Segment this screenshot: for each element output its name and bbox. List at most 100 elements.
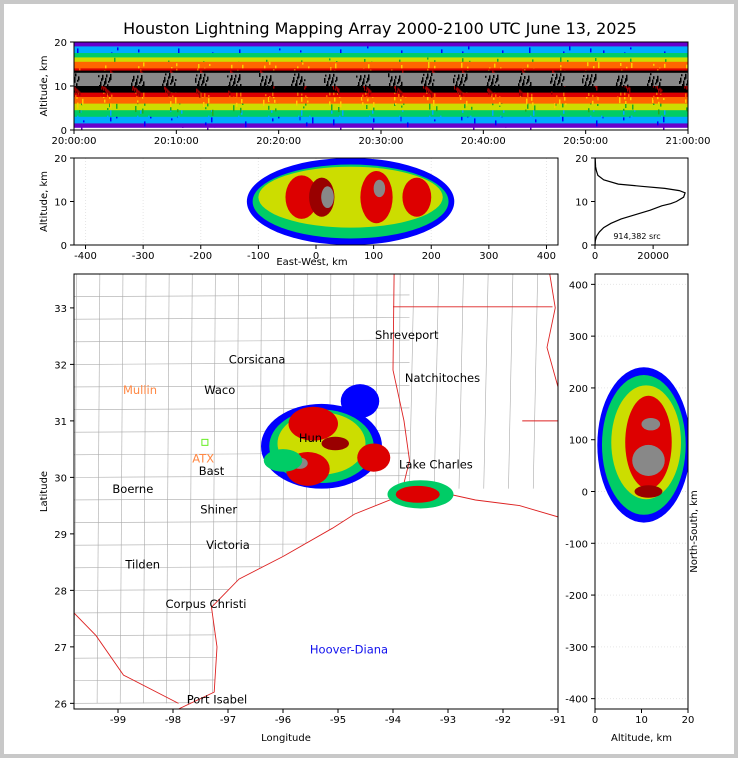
density-speckle bbox=[390, 79, 392, 83]
density-speckle bbox=[198, 80, 200, 87]
density-speckle bbox=[529, 85, 531, 89]
density-speckle bbox=[426, 86, 428, 93]
density-speckle bbox=[212, 109, 214, 116]
density-speckle bbox=[429, 115, 431, 120]
city-label: Natchitoches bbox=[405, 371, 480, 385]
density-blob bbox=[288, 406, 338, 441]
density-speckle bbox=[652, 98, 654, 103]
density-speckle bbox=[523, 79, 525, 86]
density-speckle bbox=[340, 101, 342, 108]
density-speckle bbox=[297, 91, 299, 96]
density-speckle bbox=[631, 63, 633, 68]
density-speckle bbox=[632, 104, 634, 110]
density-speckle bbox=[490, 90, 492, 96]
density-speckle bbox=[137, 115, 139, 119]
density-speckle bbox=[139, 91, 141, 97]
density-speckle bbox=[275, 65, 277, 71]
density-speckle bbox=[110, 117, 112, 122]
x-tick-label: 100 bbox=[364, 251, 383, 262]
density-speckle bbox=[454, 84, 456, 90]
y-tick-label: 20 bbox=[54, 38, 67, 49]
density-speckle bbox=[461, 77, 463, 84]
density-speckle bbox=[565, 103, 567, 106]
density-speckle bbox=[491, 92, 493, 98]
density-speckle bbox=[268, 96, 270, 102]
density-speckle bbox=[399, 115, 401, 122]
density-speckle bbox=[489, 89, 491, 93]
density-speckle bbox=[263, 99, 265, 106]
density-speckle bbox=[104, 81, 106, 86]
density-speckle bbox=[101, 83, 103, 90]
density-speckle bbox=[166, 83, 168, 88]
y-axis-label: Altitude, km bbox=[39, 171, 50, 232]
density-speckle bbox=[552, 74, 554, 76]
density-speckle bbox=[494, 84, 496, 90]
density-speckle bbox=[333, 91, 335, 96]
density-speckle bbox=[658, 85, 660, 89]
density-speckle bbox=[560, 65, 562, 68]
density-speckle bbox=[657, 85, 659, 90]
density-speckle bbox=[333, 83, 335, 90]
county-line bbox=[74, 294, 410, 297]
density-speckle bbox=[488, 78, 490, 82]
density-speckle bbox=[131, 82, 133, 89]
density-speckle bbox=[373, 102, 375, 108]
density-speckle bbox=[171, 79, 173, 84]
density-speckle bbox=[272, 90, 274, 97]
density-speckle bbox=[592, 100, 594, 105]
density-speckle bbox=[459, 89, 461, 95]
x-axis-label: East-West, km bbox=[276, 257, 347, 268]
density-speckle bbox=[398, 78, 400, 83]
density-speckle bbox=[625, 78, 627, 83]
density-speckle bbox=[238, 77, 240, 82]
density-speckle bbox=[664, 63, 666, 68]
y-tick-label: 200 bbox=[569, 384, 588, 395]
density-speckle bbox=[301, 93, 303, 96]
density-speckle bbox=[262, 76, 264, 81]
y-tick-label: -400 bbox=[565, 695, 588, 706]
density-speckle bbox=[488, 88, 490, 95]
density-speckle bbox=[556, 73, 558, 79]
density-speckle bbox=[100, 96, 102, 99]
county-line bbox=[74, 362, 410, 365]
density-speckle bbox=[236, 90, 238, 97]
city-label: Corpus Christi bbox=[166, 597, 247, 611]
density-speckle bbox=[233, 81, 235, 86]
density-speckle bbox=[137, 75, 139, 79]
density-speckle bbox=[560, 115, 562, 119]
density-speckle bbox=[77, 89, 79, 95]
density-speckle bbox=[620, 90, 622, 96]
density-speckle bbox=[296, 80, 298, 86]
density-speckle bbox=[487, 87, 489, 92]
density-speckle bbox=[686, 64, 688, 71]
density-speckle bbox=[653, 76, 655, 80]
density-speckle bbox=[175, 97, 177, 104]
density-speckle bbox=[457, 87, 459, 94]
density-speckle bbox=[303, 106, 305, 109]
density-speckle bbox=[207, 127, 209, 130]
density-speckle bbox=[209, 64, 211, 66]
density-speckle bbox=[76, 88, 78, 92]
density-speckle bbox=[231, 75, 233, 80]
density-speckle bbox=[235, 74, 237, 78]
density-speckle bbox=[660, 102, 662, 107]
density-speckle bbox=[525, 85, 527, 91]
x-tick-label: 20:40:00 bbox=[461, 136, 506, 147]
density-speckle bbox=[427, 57, 429, 60]
density-speckle bbox=[136, 78, 138, 85]
density-speckle bbox=[142, 108, 144, 114]
density-speckle bbox=[110, 74, 112, 80]
density-speckle bbox=[364, 59, 366, 64]
y-tick-label: 20 bbox=[575, 154, 588, 165]
density-speckle bbox=[519, 79, 521, 83]
y-tick-label: 26 bbox=[54, 699, 67, 710]
density-speckle bbox=[401, 105, 403, 108]
density-speckle bbox=[140, 109, 142, 114]
density-speckle bbox=[683, 80, 685, 87]
density-speckle bbox=[537, 122, 539, 128]
density-speckle bbox=[297, 66, 299, 69]
density-speckle bbox=[657, 69, 659, 71]
density-speckle bbox=[553, 71, 555, 74]
density-speckle bbox=[267, 85, 269, 91]
x-tick-label: -92 bbox=[495, 715, 511, 726]
